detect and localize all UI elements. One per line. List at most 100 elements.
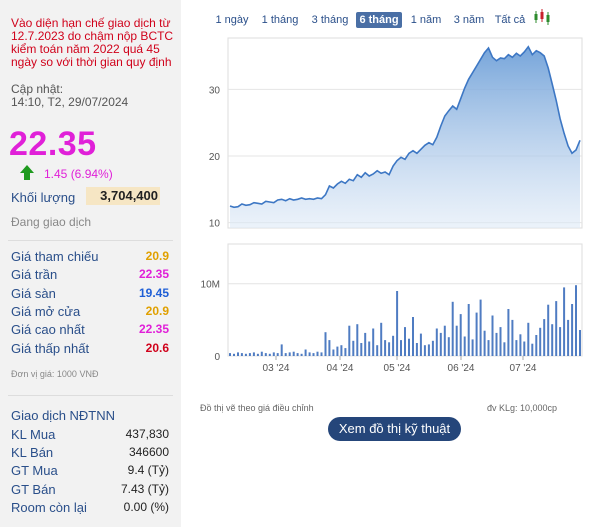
volume-bar [539, 327, 542, 356]
volume-bar [264, 353, 267, 356]
volume-bar [288, 352, 291, 356]
volume-bar [300, 353, 303, 356]
volume-bar [527, 322, 530, 356]
volume-bar [511, 319, 514, 356]
volume-bar [531, 343, 534, 356]
volume-bar [519, 334, 522, 356]
x-axis-label: 06 '24 [448, 363, 475, 374]
tab-all[interactable]: Tất cả [494, 14, 526, 26]
foreign-buy-value-value: 9.4 (Tỷ) [127, 463, 169, 477]
open-price-value: 20.9 [145, 304, 169, 318]
volume-bar [523, 341, 526, 356]
price-tick-label: 20 [209, 152, 221, 163]
volume-bar [563, 287, 566, 356]
price-change: 1.45 (6.94%) [44, 167, 113, 181]
volume-bar [451, 301, 454, 356]
volume-bar [340, 345, 343, 356]
volume-bar [423, 345, 426, 356]
volume-bar [364, 332, 367, 356]
volume-bar [404, 327, 406, 356]
foreign-sell-volume-value: 346600 [128, 445, 169, 459]
x-axis-label: 07 '24 [510, 363, 537, 374]
up-arrow-icon [20, 165, 34, 180]
price-tick-label: 10 [209, 219, 221, 230]
foreign-buy-value-label: GT Mua [11, 463, 58, 478]
foreign-sell-value-value: 7.43 (Tỷ) [120, 482, 169, 496]
floor-price-label: Giá sàn [11, 286, 56, 301]
divider [8, 395, 173, 396]
volume-bar [419, 333, 422, 356]
updated-time: 14:10, T2, 29/07/2024 [11, 95, 129, 109]
volume-bar [256, 353, 259, 356]
volume-bar [551, 324, 554, 356]
volume-unit-note: đv KLg: 10,000cp [487, 403, 558, 413]
tab-3-months[interactable]: 3 tháng [311, 14, 349, 26]
current-price: 22.35 [9, 125, 97, 163]
volume-bar [328, 340, 331, 356]
open-price-label: Giá mở cửa [11, 304, 81, 319]
volume-bar [272, 352, 275, 356]
volume-bar [571, 304, 574, 356]
volume-bar [487, 340, 490, 356]
volume-bar [348, 325, 351, 356]
volume-bar [312, 353, 315, 356]
adjusted-price-note: Đồ thị vẽ theo giá điều chỉnh [200, 403, 314, 413]
volume-bar [567, 319, 570, 356]
volume-bar [396, 291, 399, 356]
volume-tick-label: 0 [214, 352, 220, 363]
x-axis-label: 05 '24 [384, 363, 411, 374]
volume-bar [244, 353, 247, 356]
high-price-label: Giá cao nhất [11, 322, 85, 337]
volume-bar [284, 353, 287, 356]
tab-1-day[interactable]: 1 ngày [215, 14, 249, 26]
tab-1-month[interactable]: 1 tháng [261, 14, 299, 26]
volume-bar [431, 340, 434, 356]
volume-bar [491, 315, 494, 356]
foreign-trading-title: Giao dịch NĐTNN [11, 408, 116, 423]
volume-bar [392, 335, 395, 356]
foreign-sell-value-label: GT Bán [11, 482, 56, 497]
volume-tick-label: 10M [201, 280, 220, 291]
volume-bar [360, 343, 363, 356]
price-line [229, 45, 581, 209]
volume-bar [380, 322, 383, 356]
volume-bar [376, 345, 379, 356]
volume-bar [543, 319, 546, 356]
volume-bar [229, 353, 231, 356]
volume-bar [515, 340, 518, 356]
volume-bar [296, 353, 299, 356]
volume-bar [495, 332, 498, 356]
volume-bar [499, 327, 502, 356]
volume-bar [344, 348, 347, 356]
low-price-value: 20.6 [145, 341, 169, 355]
volume-bar [439, 332, 442, 356]
volume-bar [447, 337, 450, 356]
volume-bar [324, 332, 327, 356]
tab-6-months[interactable]: 6 tháng [356, 12, 402, 28]
tab-1-year[interactable]: 1 năm [410, 14, 442, 26]
volume-bar [412, 317, 414, 356]
volume-bar [237, 352, 239, 356]
volume-bar [384, 340, 387, 356]
volume-bar [276, 353, 279, 356]
volume-bar [483, 330, 486, 356]
volume-bar [400, 340, 402, 356]
volume-bar [320, 352, 323, 356]
volume-bar [459, 314, 462, 356]
volume-bar [372, 328, 375, 356]
volume-bar [332, 349, 335, 356]
volume-bar [547, 304, 550, 356]
trading-status: Đang giao dịch [11, 215, 92, 229]
volume-bar [463, 336, 466, 356]
stock-info-panel: Vào diện hạn chế giao dịch từ 12.7.2023 … [0, 0, 181, 527]
volume-bar [352, 340, 355, 356]
volume-bar [280, 344, 283, 356]
volume-bar [555, 301, 558, 356]
tab-3-years[interactable]: 3 năm [453, 14, 485, 26]
technical-chart-button[interactable]: Xem đồ thị kỹ thuật [328, 417, 461, 441]
candlestick-icon[interactable] [533, 9, 553, 25]
volume-bar [427, 344, 430, 356]
updated-label: Cập nhật: [11, 82, 64, 96]
volume-bar [292, 351, 295, 356]
foreign-buy-volume-value: 437,830 [125, 427, 169, 441]
